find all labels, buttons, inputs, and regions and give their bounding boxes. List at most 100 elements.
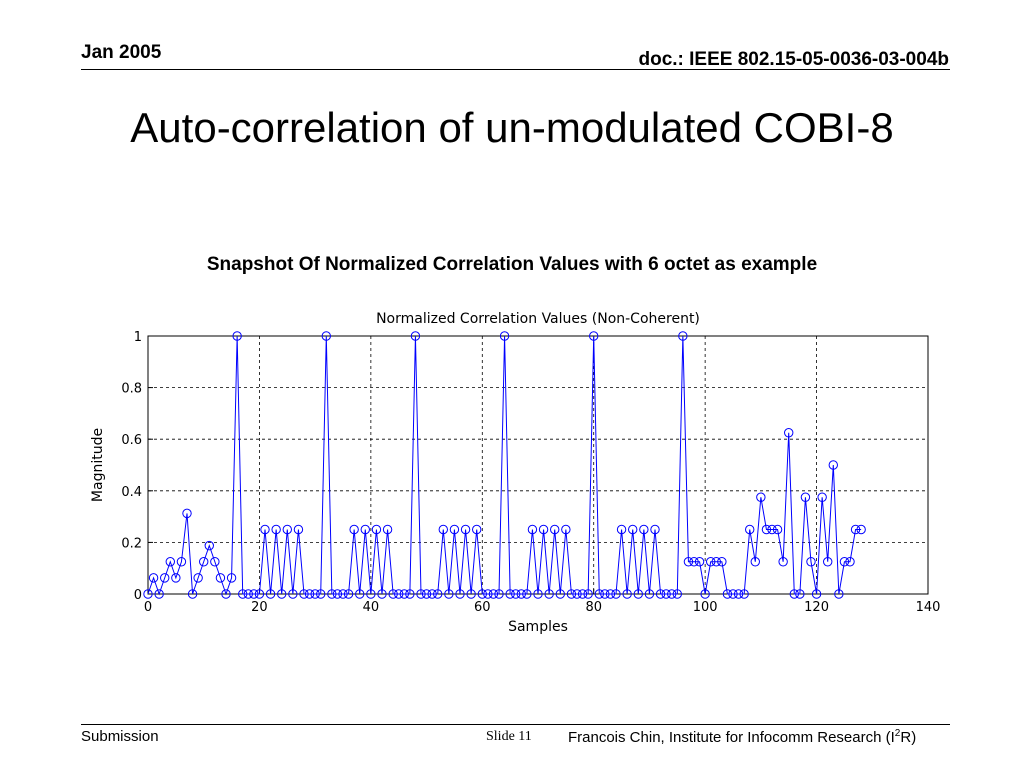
slide-subtitle: Snapshot Of Normalized Correlation Value…	[206, 254, 818, 275]
data-point	[171, 573, 181, 583]
data-point	[483, 589, 493, 599]
data-point	[672, 589, 682, 599]
data-point	[633, 589, 643, 599]
data-point	[310, 589, 320, 599]
data-point	[143, 589, 153, 599]
header-date: Jan 2005	[81, 42, 162, 63]
x-tick-label: 0	[144, 600, 152, 615]
data-point	[343, 589, 354, 599]
series-magnitude	[143, 331, 866, 599]
data-point	[767, 524, 777, 535]
data-point	[761, 524, 772, 535]
data-point	[611, 589, 621, 599]
data-point	[265, 589, 276, 599]
slide-title: Auto-correlation of un-modulated COBI-8	[130, 104, 894, 151]
data-point	[410, 331, 421, 341]
data-point	[650, 524, 660, 535]
data-point	[288, 589, 298, 599]
y-tick-label: 1	[134, 330, 142, 345]
data-point	[388, 589, 398, 599]
data-point	[148, 573, 159, 583]
data-point	[338, 589, 348, 599]
data-point	[616, 524, 627, 535]
data-point	[444, 589, 454, 599]
data-point	[449, 524, 460, 535]
data-point	[533, 589, 543, 599]
data-point	[466, 589, 476, 599]
data-point	[800, 492, 811, 502]
data-point	[238, 589, 248, 599]
data-point	[293, 524, 304, 535]
data-point	[516, 589, 526, 599]
data-point	[488, 589, 499, 599]
data-point	[377, 589, 387, 599]
data-point	[550, 524, 560, 535]
data-point	[505, 589, 515, 599]
footer-slide-number: Slide 11	[486, 729, 532, 744]
data-point	[622, 589, 632, 599]
data-point	[232, 331, 242, 341]
data-point	[845, 557, 855, 567]
data-point	[438, 524, 448, 535]
data-point	[806, 557, 816, 567]
data-point	[522, 589, 532, 599]
data-point	[850, 524, 861, 535]
footer-author-prefix: Francois Chin, Institute for Infocomm Re…	[568, 729, 895, 746]
data-point	[772, 524, 783, 535]
data-point	[644, 589, 655, 599]
data-point	[527, 524, 538, 535]
chart-title: Normalized Correlation Values (Non-Coher…	[376, 311, 700, 327]
data-point	[254, 589, 265, 599]
data-point	[405, 589, 415, 599]
data-point	[739, 589, 749, 599]
data-point	[154, 589, 164, 599]
x-tick-label: 100	[693, 600, 718, 615]
data-point	[271, 524, 281, 535]
data-point	[745, 524, 755, 535]
data-point	[811, 589, 822, 599]
y-tick-label: 0	[134, 588, 142, 603]
data-point	[360, 524, 370, 535]
y-tick-label: 0.2	[121, 536, 142, 551]
series-line	[147, 335, 862, 596]
data-point	[321, 331, 331, 341]
data-point	[789, 589, 799, 599]
data-point	[371, 524, 382, 535]
data-point	[828, 460, 838, 470]
x-tick-label: 80	[585, 600, 602, 615]
data-point	[817, 492, 827, 502]
data-point	[733, 589, 744, 599]
data-point	[566, 589, 577, 599]
data-point	[160, 573, 170, 583]
data-point	[700, 589, 710, 599]
data-point	[661, 589, 671, 599]
data-point	[260, 524, 270, 535]
data-point	[226, 573, 237, 583]
data-point	[683, 557, 694, 567]
header-doc-id: doc.: IEEE 802.15-05-0036-03-004b	[638, 49, 949, 70]
footer-divider	[81, 724, 950, 725]
data-point	[499, 331, 510, 341]
axis-ticks: 0 20 40 60 80 100 120 140 0 0.2 0.4 0.6 0.8 1	[121, 330, 940, 615]
data-point	[455, 589, 465, 599]
data-point	[416, 589, 426, 599]
data-point	[561, 524, 571, 535]
data-point	[600, 589, 610, 599]
data-point	[221, 589, 231, 599]
data-point	[282, 524, 292, 535]
data-point	[572, 589, 582, 599]
data-point	[778, 557, 788, 567]
data-point	[583, 589, 593, 599]
data-point	[689, 557, 699, 567]
data-point	[605, 589, 616, 599]
data-point	[193, 573, 203, 583]
data-point	[856, 524, 866, 535]
data-point	[399, 589, 409, 599]
data-point	[182, 508, 192, 519]
data-point	[366, 589, 376, 599]
plot-frame	[147, 335, 929, 595]
data-point	[538, 524, 549, 535]
data-point	[795, 589, 805, 599]
data-point	[460, 524, 471, 535]
x-tick-label: 120	[804, 600, 829, 615]
